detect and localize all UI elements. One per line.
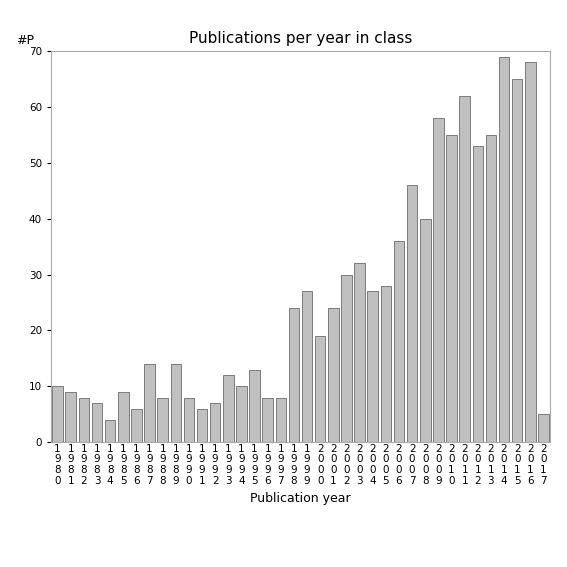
Bar (420, 219, 430, 442)
Bar (118, 392, 129, 442)
Bar (393, 241, 404, 442)
Bar (92, 403, 102, 442)
Bar (446, 135, 457, 442)
Bar (315, 336, 325, 442)
Bar (380, 286, 391, 442)
Bar (263, 397, 273, 442)
Bar (302, 291, 312, 442)
Bar (538, 414, 549, 442)
Bar (341, 274, 352, 442)
Bar (223, 375, 234, 442)
Bar (158, 397, 168, 442)
Text: #P: #P (16, 34, 34, 47)
Bar (249, 370, 260, 442)
Bar (289, 308, 299, 442)
Bar (499, 57, 509, 442)
Bar (210, 403, 221, 442)
X-axis label: Publication year: Publication year (250, 492, 351, 505)
Bar (276, 397, 286, 442)
Bar (52, 386, 63, 442)
Bar (512, 79, 522, 442)
Bar (197, 409, 208, 442)
Bar (486, 135, 496, 442)
Bar (105, 420, 115, 442)
Bar (79, 397, 89, 442)
Bar (65, 392, 76, 442)
Bar (433, 118, 443, 442)
Bar (407, 185, 417, 442)
Bar (236, 386, 247, 442)
Bar (328, 308, 338, 442)
Bar (472, 146, 483, 442)
Bar (184, 397, 194, 442)
Bar (367, 291, 378, 442)
Bar (459, 96, 470, 442)
Bar (525, 62, 536, 442)
Bar (171, 364, 181, 442)
Bar (354, 264, 365, 442)
Title: Publications per year in class: Publications per year in class (189, 31, 412, 46)
Bar (144, 364, 155, 442)
Bar (131, 409, 142, 442)
